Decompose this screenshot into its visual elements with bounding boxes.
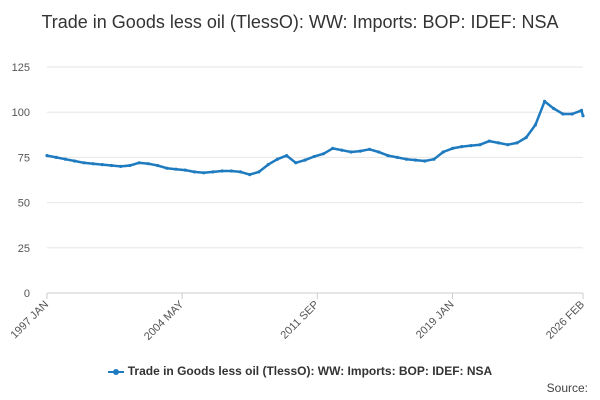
data-point[interactable] <box>533 123 538 127</box>
data-point[interactable] <box>570 112 574 116</box>
data-point[interactable] <box>386 154 390 158</box>
data-point[interactable] <box>543 99 547 103</box>
data-point[interactable] <box>561 112 565 116</box>
x-axis: 1997 JAN 2004 MAY 2011 SEP 2019 JAN 2026 FEB <box>8 292 587 343</box>
data-point[interactable] <box>109 163 114 168</box>
data-point[interactable] <box>211 170 215 174</box>
legend-series-label: Trade in Goods less oil (TlessO): WW: Im… <box>127 364 493 378</box>
x-tick-label: 2019 JAN <box>414 299 457 342</box>
source-label: Source: <box>546 381 588 395</box>
data-point[interactable] <box>581 114 585 118</box>
data-point[interactable] <box>496 141 501 145</box>
data-point[interactable] <box>285 154 289 158</box>
data-point[interactable] <box>312 154 316 159</box>
x-tick-label: 1997 JAN <box>8 299 51 342</box>
data-point[interactable] <box>358 149 362 153</box>
data-point[interactable] <box>349 150 353 154</box>
data-point[interactable] <box>432 157 436 161</box>
data-point[interactable] <box>579 108 584 112</box>
y-tick-label: 75 <box>18 152 30 164</box>
y-tick-label: 50 <box>18 198 30 210</box>
y-tick-label: 125 <box>12 62 30 74</box>
data-point[interactable] <box>63 157 67 161</box>
data-point[interactable] <box>192 170 196 174</box>
data-point[interactable] <box>266 163 270 167</box>
data-point[interactable] <box>331 146 335 150</box>
data-point[interactable] <box>54 155 58 159</box>
data-point[interactable] <box>229 169 233 173</box>
data-point[interactable] <box>469 144 473 148</box>
data-point[interactable] <box>423 159 427 163</box>
data-point[interactable] <box>128 163 132 168</box>
data-point[interactable] <box>367 147 372 151</box>
y-tick-label: 100 <box>12 107 30 119</box>
x-tick-label: 2011 SEP <box>278 299 321 342</box>
data-point[interactable] <box>165 166 169 170</box>
data-point[interactable] <box>45 154 49 158</box>
data-point[interactable] <box>137 161 141 165</box>
gridlines <box>47 66 583 294</box>
data-point[interactable] <box>202 171 206 175</box>
data-point[interactable] <box>294 161 298 165</box>
data-point[interactable] <box>414 158 418 162</box>
data-point[interactable] <box>91 162 95 166</box>
data-point[interactable] <box>82 161 86 165</box>
y-axis-tick-labels: 0 25 50 75 100 125 <box>12 62 30 300</box>
data-point[interactable] <box>460 145 464 149</box>
data-point[interactable] <box>506 143 510 147</box>
y-tick-label: 0 <box>24 288 30 300</box>
data-point[interactable] <box>73 159 77 163</box>
data-point[interactable] <box>552 107 556 111</box>
data-point[interactable] <box>119 164 123 168</box>
data-point[interactable] <box>441 150 445 154</box>
data-point[interactable] <box>478 143 482 147</box>
data-point[interactable] <box>156 163 160 168</box>
data-point[interactable] <box>450 146 455 150</box>
data-point[interactable] <box>220 169 224 173</box>
data-point[interactable] <box>404 157 408 161</box>
data-point[interactable] <box>100 163 104 167</box>
data-point[interactable] <box>377 150 381 154</box>
data-point[interactable] <box>174 167 178 171</box>
y-tick-label: 25 <box>18 243 30 255</box>
data-point[interactable] <box>515 141 519 145</box>
data-point[interactable] <box>257 170 261 174</box>
x-tick-label: 2026 FEB <box>544 299 587 342</box>
data-point[interactable] <box>248 173 252 177</box>
chart-title: Trade in Goods less oil (TlessO): WW: Im… <box>41 12 559 32</box>
data-point[interactable] <box>395 155 399 159</box>
data-point[interactable] <box>321 152 325 156</box>
series-layer <box>45 99 585 177</box>
x-tick-label: 2004 MAY <box>142 298 187 343</box>
data-point[interactable] <box>146 162 150 166</box>
data-point[interactable] <box>275 157 279 161</box>
data-point[interactable] <box>303 158 307 162</box>
data-point[interactable] <box>340 148 344 152</box>
legend[interactable]: Trade in Goods less oil (TlessO): WW: Im… <box>0 363 600 379</box>
data-point[interactable] <box>487 139 491 143</box>
data-point[interactable] <box>238 170 243 174</box>
data-point[interactable] <box>524 135 528 140</box>
data-point[interactable] <box>183 168 187 172</box>
legend-series-marker <box>107 367 124 377</box>
